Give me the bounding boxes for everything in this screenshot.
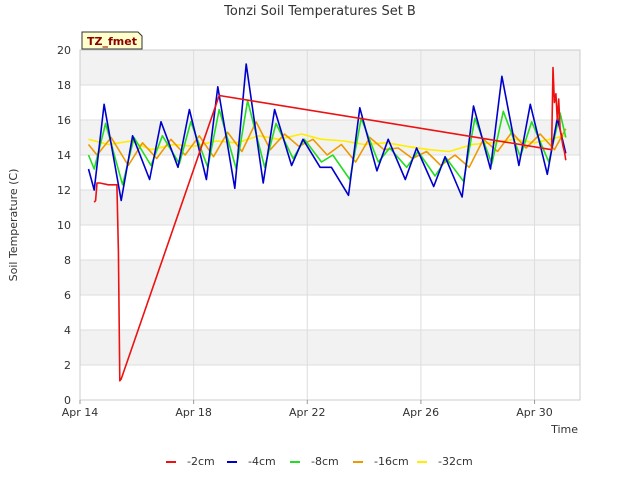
series-line-minus-16cm [87, 121, 567, 169]
legend-label: -8cm [311, 455, 339, 468]
site-badge: TZ_fmet [81, 31, 143, 50]
x-tick-label: Apr 30 [516, 406, 553, 419]
y-tick-label: 10 [57, 219, 71, 232]
plot-band [80, 295, 580, 330]
legend-label: -32cm [438, 455, 473, 468]
plot-band [80, 155, 580, 190]
badge-box [81, 31, 143, 50]
x-tick-label: Apr 14 [62, 406, 99, 419]
y-tick-label: 18 [57, 79, 71, 92]
legend-label: -4cm [248, 455, 276, 468]
y-tick-label: 16 [57, 114, 71, 127]
y-tick-label: 6 [64, 289, 71, 302]
x-axis-label: Time [550, 423, 578, 436]
y-axis-label: Soil Temperature (C) [7, 169, 20, 282]
legend-label: -16cm [374, 455, 409, 468]
series-line-minus-8cm [87, 99, 567, 186]
legend-item: -2cm [166, 455, 215, 468]
x-tick-label: Apr 18 [175, 406, 212, 419]
badge-label: TZ_fmet [87, 35, 137, 48]
y-tick-label: 2 [64, 359, 71, 372]
legend: -2cm -4cm -8cm -16cm -32cm [166, 455, 473, 468]
series-line-minus-4cm [87, 63, 567, 202]
plot-band [80, 190, 580, 225]
legend-item: -32cm [417, 455, 473, 468]
y-tick-label: 0 [64, 394, 71, 407]
y-tick-label: 20 [57, 44, 71, 57]
x-ticks: Apr 14 Apr 18 Apr 22 Apr 26 Apr 30 [62, 400, 553, 419]
y-tick-label: 14 [57, 149, 71, 162]
plot-band [80, 50, 580, 85]
chart-title: Tonzi Soil Temperatures Set B [223, 4, 416, 19]
plot-bands [80, 50, 580, 400]
series-lines [87, 63, 567, 382]
plot-band [80, 330, 580, 365]
legend-label: -2cm [187, 455, 215, 468]
plot-band [80, 260, 580, 295]
legend-item: -4cm [227, 455, 276, 468]
x-tick-label: Apr 22 [289, 406, 326, 419]
x-tick-label: Apr 26 [403, 406, 440, 419]
plot-band [80, 225, 580, 260]
y-tick-label: 4 [64, 324, 71, 337]
legend-item: -8cm [290, 455, 339, 468]
y-ticks: 0 2 4 6 8 10 12 14 16 18 20 [57, 44, 71, 407]
y-tick-label: 8 [64, 254, 71, 267]
plot-band [80, 365, 580, 400]
plot-frame [79, 49, 581, 401]
series-line-minus-2cm [93, 66, 567, 382]
legend-item: -16cm [353, 455, 409, 468]
y-tick-label: 12 [57, 184, 71, 197]
